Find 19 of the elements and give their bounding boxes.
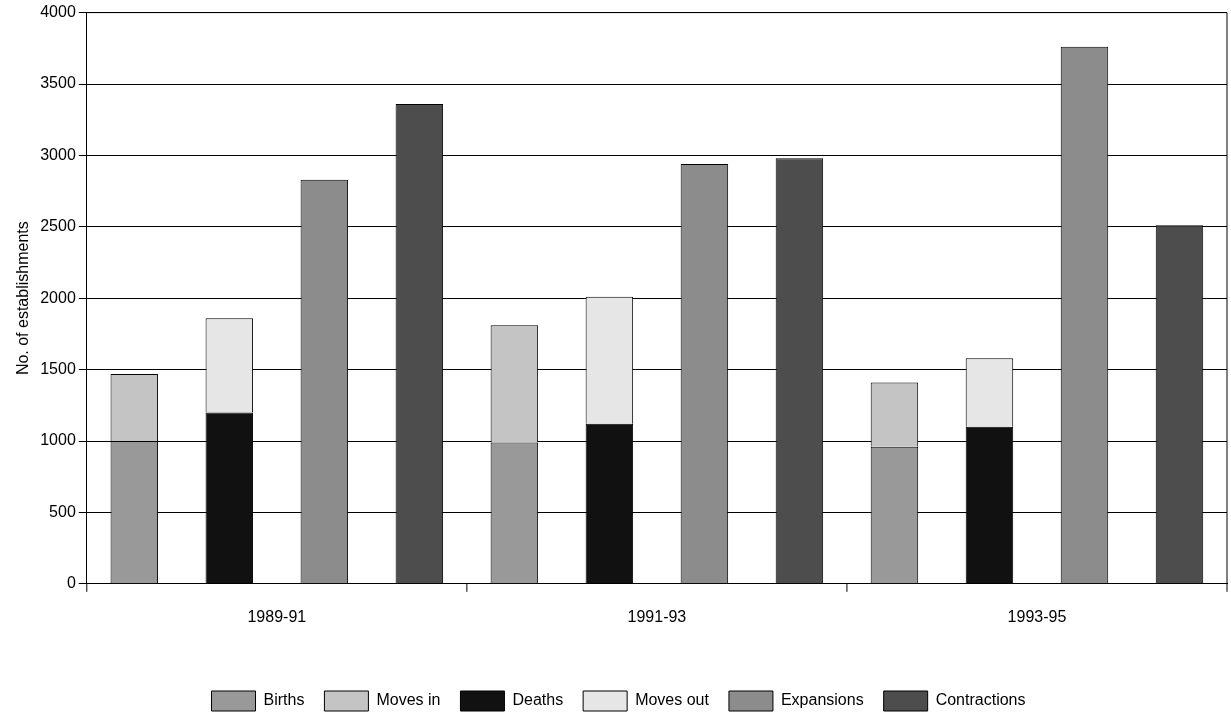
legend-label: Expansions <box>780 691 864 709</box>
y-tick-label: 3500 <box>40 74 76 92</box>
y-tick-label: 500 <box>49 502 76 520</box>
legend-label: Deaths <box>512 691 564 709</box>
legend-label: Contractions <box>935 691 1026 709</box>
y-tick-label: 2500 <box>40 217 76 235</box>
text: 1989-91 <box>247 608 307 626</box>
y-tick-label: 1500 <box>40 360 76 378</box>
legend-label: Moves in <box>376 691 441 709</box>
y-tick-label: 0 <box>66 574 76 592</box>
text: 1991-93 <box>627 608 687 626</box>
legend-label: Births <box>263 691 305 709</box>
y-axis-title: No. of establishments <box>14 221 32 376</box>
y-tick-label: 1000 <box>40 431 76 449</box>
y-tick-label: 4000 <box>40 3 76 21</box>
y-tick-label: 3000 <box>40 145 76 163</box>
legend-label: Moves out <box>635 691 710 709</box>
text: 1993-95 <box>1007 608 1067 626</box>
y-tick-label: 2000 <box>40 288 76 306</box>
